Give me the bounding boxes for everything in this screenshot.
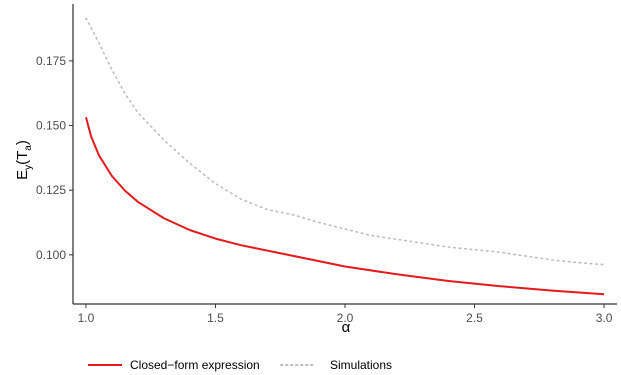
x-tick-label: 1.0 xyxy=(78,311,95,325)
x-tick-label: 3.0 xyxy=(596,311,613,325)
y-axis-title-sub2: a xyxy=(23,145,34,151)
y-axis-title: Ey(Ta) xyxy=(14,140,34,180)
y-axis-title-base: E xyxy=(14,170,31,180)
x-tick-label: 1.5 xyxy=(207,311,224,325)
legend: Closed−form expression Simulations xyxy=(88,358,392,372)
legend-label-closed-form: Closed−form expression xyxy=(130,358,260,372)
axes: 1.0 1.5 2.0 2.5 3.0 0.100 0.125 0.150 0.175 xyxy=(36,4,617,325)
series-closed-form-line xyxy=(85,117,605,296)
legend-label-simulations: Simulations xyxy=(330,358,392,372)
y-axis-title-paren-close: ) xyxy=(14,140,31,145)
series-simulations-line xyxy=(85,17,605,266)
x-ticks: 1.0 1.5 2.0 2.5 3.0 xyxy=(78,304,613,325)
y-tick-label: 0.150 xyxy=(36,119,66,133)
x-tick-label: 2.5 xyxy=(466,311,483,325)
y-tick-label: 0.175 xyxy=(36,54,66,68)
x-axis-title: α xyxy=(342,319,351,336)
y-tick-label: 0.125 xyxy=(36,183,66,197)
y-axis-title-sub1: y xyxy=(23,165,34,170)
y-tick-label: 0.100 xyxy=(36,248,66,262)
y-ticks: 0.100 0.125 0.150 0.175 xyxy=(36,54,73,262)
plot-series xyxy=(85,17,605,296)
x-tick-label: 2.0 xyxy=(337,311,354,325)
y-axis-title-paren-open: ( xyxy=(14,160,31,165)
y-axis-title-inner: T xyxy=(14,151,31,160)
